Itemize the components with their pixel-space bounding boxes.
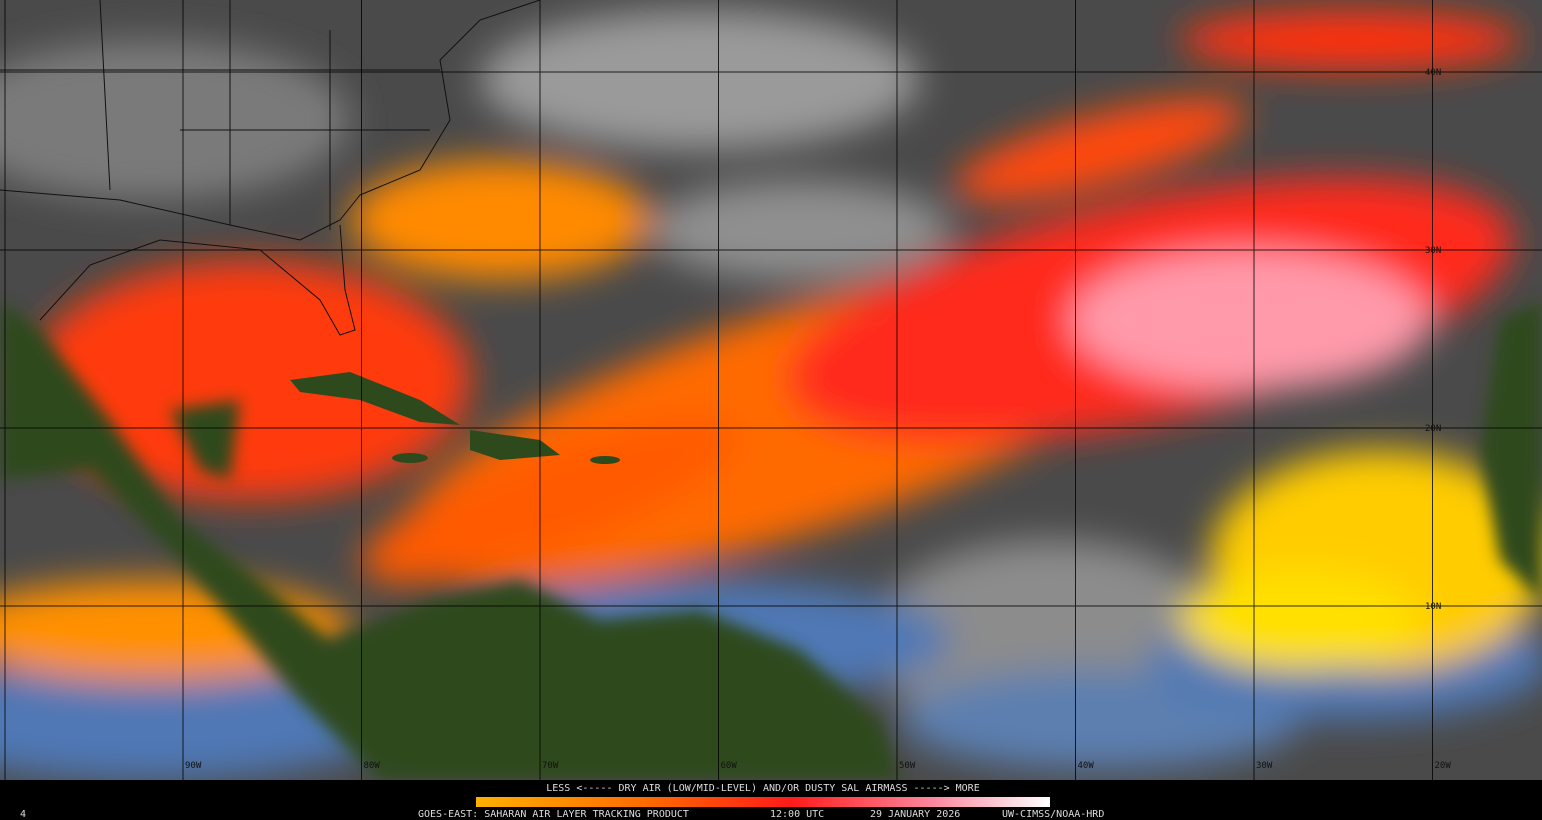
lon-label: 60W [721, 761, 738, 771]
lon-label: 30W [1256, 761, 1273, 771]
lon-label: 40W [1078, 761, 1095, 771]
lat-label: 10N [1425, 602, 1441, 612]
coastlines [0, 0, 541, 336]
lat-label: 20N [1425, 424, 1441, 434]
lon-label: 50W [899, 761, 916, 771]
lon-label: 90W [185, 761, 202, 771]
legend-text: LESS <----- DRY AIR (LOW/MID-LEVEL) AND/… [546, 783, 979, 794]
imagery [0, 0, 1542, 780]
product-name: GOES-EAST: SAHARAN AIR LAYER TRACKING PR… [418, 809, 689, 820]
lon-label: 70W [542, 761, 559, 771]
lat-label: 40N [1425, 68, 1441, 78]
date: 29 JANUARY 2026 [870, 809, 960, 820]
credit: UW-CIMSS/NOAA-HRD [1002, 809, 1104, 820]
grid-labels: 90W 80W 70W 60W 50W 40W 30W 20W 40N 30N 20N 10N [185, 68, 1451, 771]
frame-number: 4 [20, 809, 26, 820]
color-scale [476, 797, 1050, 807]
lat-lon-grid [0, 0, 1542, 780]
time: 12:00 UTC [770, 809, 824, 820]
lon-label: 20W [1435, 761, 1452, 771]
lon-label: 80W [364, 761, 381, 771]
lat-label: 30N [1425, 246, 1441, 256]
